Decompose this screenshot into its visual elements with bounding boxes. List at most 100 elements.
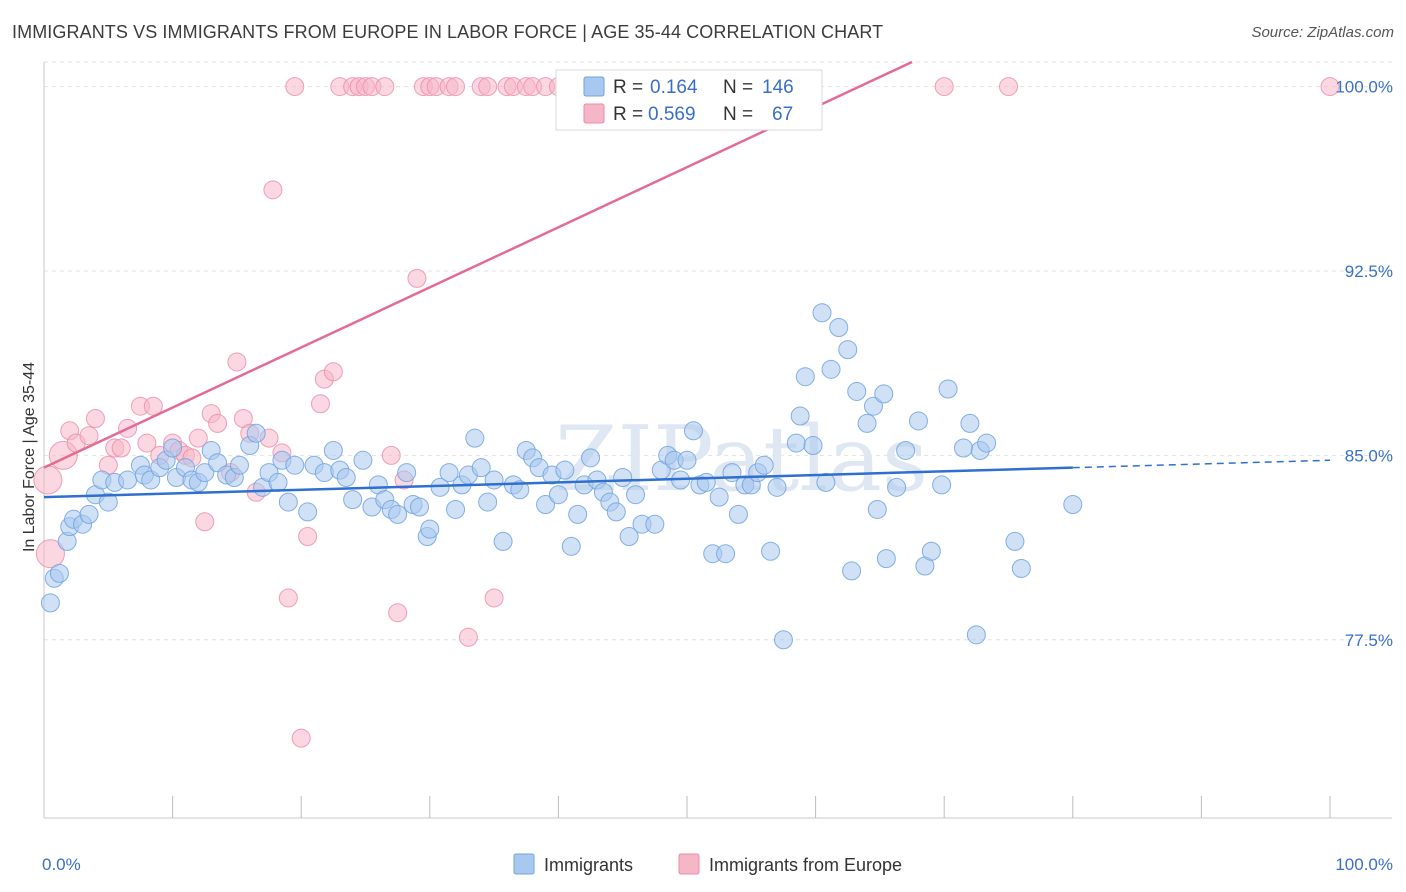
y-axis-label: In Labor Force | Age 35-44 — [21, 362, 38, 552]
data-point-immigrants — [397, 463, 417, 483]
data-point-immigrants — [767, 477, 787, 497]
data-point-immigrants — [932, 475, 952, 495]
data-point-europe — [35, 539, 65, 569]
data-point-immigrants — [510, 480, 530, 500]
data-point-immigrants — [863, 396, 883, 416]
grid-lines — [44, 61, 1392, 641]
data-point-immigrants — [816, 472, 836, 492]
data-point-europe — [446, 77, 466, 97]
data-point-immigrants — [613, 467, 633, 487]
data-point-immigrants — [606, 502, 626, 522]
legend-n-value: 146 — [762, 77, 794, 98]
data-point-immigrants — [465, 428, 485, 448]
data-point-immigrants — [728, 504, 748, 524]
data-point-immigrants — [1011, 558, 1031, 578]
data-point-europe — [188, 428, 208, 448]
data-point-immigrants — [118, 470, 138, 490]
legend-r-label: R = — [613, 104, 643, 125]
data-point-europe — [285, 77, 305, 97]
data-point-europe — [310, 394, 330, 414]
data-point-immigrants — [696, 472, 716, 492]
y-tick-labels: 77.5% 85.0% 92.5% 100.0% — [1335, 78, 1393, 650]
legend-n-value: 67 — [772, 104, 793, 125]
y-tick-label: 92.5% — [1345, 262, 1393, 281]
data-point-immigrants — [40, 593, 60, 613]
data-point-immigrants — [420, 519, 440, 539]
data-point-europe — [999, 77, 1018, 97]
data-point-europe — [263, 180, 283, 200]
data-point-immigrants — [493, 531, 513, 551]
data-point-immigrants — [960, 413, 980, 433]
data-point-immigrants — [908, 411, 928, 431]
data-point-immigrants — [677, 450, 697, 470]
data-point-immigrants — [716, 544, 736, 564]
data-point-immigrants — [446, 499, 466, 519]
data-point-immigrants — [857, 413, 877, 433]
data-point-immigrants — [561, 536, 581, 556]
data-point-europe — [484, 588, 504, 608]
data-point-immigrants — [229, 455, 249, 475]
y-tick-label: 100.0% — [1335, 78, 1393, 97]
data-point-immigrants — [842, 561, 862, 581]
data-point-europe — [478, 77, 498, 97]
data-point-immigrants — [323, 440, 343, 460]
data-point-immigrants — [79, 504, 99, 524]
data-point-europe — [1320, 77, 1340, 97]
data-point-europe — [79, 426, 99, 446]
data-point-immigrants — [829, 318, 849, 338]
data-point-europe — [195, 512, 215, 532]
data-point-immigrants — [645, 514, 665, 534]
data-point-immigrants — [246, 423, 266, 443]
y-tick-label: 77.5% — [1345, 631, 1393, 650]
data-point-immigrants — [268, 472, 288, 492]
data-point-europe — [298, 526, 318, 546]
data-point-europe — [323, 362, 343, 382]
data-point-immigrants — [298, 502, 318, 522]
data-point-immigrants — [278, 492, 298, 512]
data-point-immigrants — [821, 359, 841, 379]
data-point-immigrants — [336, 467, 356, 487]
data-point-immigrants — [430, 477, 450, 497]
data-point-immigrants — [568, 504, 588, 524]
legend-swatch-immigrants — [583, 76, 605, 97]
data-point-europe — [278, 588, 298, 608]
x-tick-label: 100.0% — [1335, 855, 1393, 874]
data-point-immigrants — [536, 495, 556, 515]
data-point-immigrants — [195, 463, 215, 483]
data-point-immigrants — [439, 463, 459, 483]
legend-swatch-immigrants — [513, 853, 535, 875]
y-tick-label: 85.0% — [1345, 446, 1393, 465]
data-point-europe — [33, 465, 63, 495]
series-immigrants-from-europe — [33, 77, 1340, 748]
legend-r-label: R = — [613, 77, 643, 98]
data-point-immigrants — [388, 504, 408, 524]
data-point-immigrants — [619, 526, 639, 546]
legend-n-label: N = — [723, 77, 753, 98]
data-point-immigrants — [353, 450, 373, 470]
data-point-immigrants — [555, 460, 575, 480]
data-point-europe — [381, 445, 401, 465]
data-point-immigrants — [790, 406, 810, 426]
data-point-immigrants — [867, 499, 887, 519]
data-point-immigrants — [343, 490, 363, 510]
data-point-immigrants — [1005, 531, 1025, 551]
data-point-immigrants — [626, 485, 646, 505]
data-point-europe — [85, 408, 105, 428]
legend-swatch-europe — [583, 103, 605, 124]
legend-n-label: N = — [723, 104, 753, 125]
data-point-europe — [137, 433, 157, 453]
data-point-europe — [458, 627, 478, 647]
trend-line-immigrants — [43, 466, 1073, 499]
data-point-immigrants — [874, 384, 894, 404]
data-point-immigrants — [921, 541, 941, 561]
data-point-immigrants — [285, 455, 305, 475]
series-legend: Immigrants Immigrants from Europe — [513, 853, 902, 875]
data-point-immigrants — [847, 381, 867, 401]
data-point-immigrants — [887, 477, 907, 497]
data-point-immigrants — [953, 438, 973, 458]
data-point-immigrants — [471, 458, 491, 478]
data-point-immigrants — [977, 433, 997, 453]
data-point-immigrants — [163, 438, 183, 458]
trend-line-immigrants-extrapolated — [1072, 459, 1331, 469]
